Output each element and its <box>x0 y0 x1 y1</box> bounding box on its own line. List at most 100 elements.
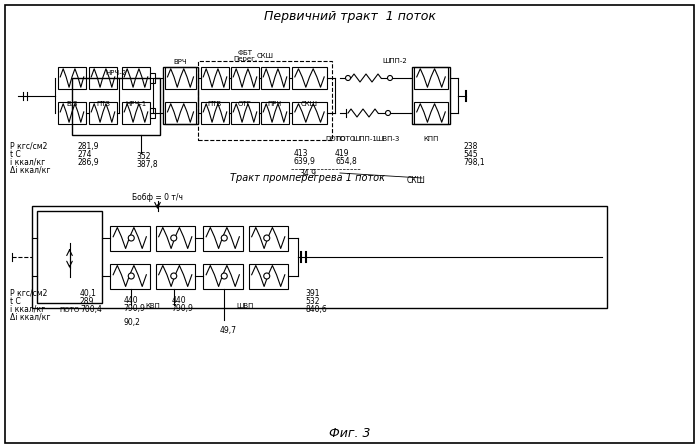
Bar <box>155 263 195 289</box>
Text: i ккал/кг: i ккал/кг <box>10 158 45 167</box>
Circle shape <box>386 111 391 116</box>
Text: 34,9: 34,9 <box>299 168 316 177</box>
Text: t C: t C <box>10 297 21 306</box>
Bar <box>201 102 229 124</box>
Text: ФБТ: ФБТ <box>238 50 252 56</box>
Text: 419: 419 <box>335 148 350 158</box>
Bar <box>165 67 196 89</box>
Text: 40,1: 40,1 <box>80 289 97 297</box>
Text: 413: 413 <box>294 148 308 158</box>
Bar <box>198 61 332 140</box>
Bar <box>261 102 289 124</box>
Bar <box>122 67 150 89</box>
Text: ШПП-1: ШПП-1 <box>352 136 377 142</box>
Text: ПОТО: ПОТО <box>335 136 355 142</box>
Text: В.З: В.З <box>66 101 78 107</box>
Text: ОТГ: ОТГ <box>238 101 252 107</box>
Bar <box>150 73 155 83</box>
Bar <box>201 67 229 89</box>
Circle shape <box>128 273 134 279</box>
Text: ШПП-2: ШПП-2 <box>382 58 408 64</box>
Bar <box>231 67 259 89</box>
Text: Перег.: Перег. <box>233 56 257 62</box>
Bar <box>249 263 288 289</box>
Text: 545: 545 <box>463 150 477 159</box>
Text: ВРЧ: ВРЧ <box>173 59 187 65</box>
Text: НРЧ-1: НРЧ-1 <box>125 101 147 107</box>
Bar <box>155 225 195 250</box>
Text: 387,8: 387,8 <box>136 159 158 168</box>
Text: Фиг. 3: Фиг. 3 <box>329 426 370 439</box>
Text: Р кгс/см2: Р кгс/см2 <box>10 289 48 297</box>
Text: Первичний тракт  1 поток: Первичний тракт 1 поток <box>264 9 436 22</box>
Bar <box>150 108 155 118</box>
Bar <box>231 102 259 124</box>
Bar <box>72 78 160 135</box>
Text: 352: 352 <box>136 151 150 160</box>
Text: 90,2: 90,2 <box>123 318 140 327</box>
Text: 639,9: 639,9 <box>294 156 316 165</box>
Text: Р кгс/см2: Р кгс/см2 <box>10 142 48 151</box>
Text: i ккал/кг: i ккал/кг <box>10 305 45 314</box>
Text: ШВП-3: ШВП-3 <box>376 136 401 142</box>
Circle shape <box>171 273 177 279</box>
Text: 281,9: 281,9 <box>78 142 99 151</box>
Text: Δi ккал/кг: Δi ккал/кг <box>10 165 50 175</box>
Bar <box>37 211 102 303</box>
Circle shape <box>128 235 134 241</box>
Bar <box>414 102 448 124</box>
Text: ПОТО: ПОТО <box>325 136 345 142</box>
Text: 238: 238 <box>463 142 477 151</box>
Text: СКШ: СКШ <box>407 176 426 185</box>
Text: 286,9: 286,9 <box>78 158 100 167</box>
Bar <box>89 67 117 89</box>
Text: ШВП: ШВП <box>237 303 254 309</box>
Text: 391: 391 <box>305 289 319 297</box>
Bar <box>163 67 198 124</box>
Text: ПРЧ: ПРЧ <box>268 101 282 107</box>
Text: 840,6: 840,6 <box>305 305 326 314</box>
Bar <box>58 67 86 89</box>
Bar <box>414 67 448 89</box>
Circle shape <box>387 76 393 81</box>
Circle shape <box>264 273 270 279</box>
Circle shape <box>222 273 227 279</box>
Bar <box>89 102 117 124</box>
Text: 289: 289 <box>80 297 94 306</box>
Bar <box>292 102 327 124</box>
Bar <box>203 225 243 250</box>
Text: Тракт промперегрева 1 поток: Тракт промперегрева 1 поток <box>230 173 385 183</box>
Circle shape <box>264 235 270 241</box>
Circle shape <box>171 235 177 241</box>
Bar <box>32 206 607 308</box>
Circle shape <box>345 76 350 81</box>
Bar <box>249 225 288 250</box>
Text: 532: 532 <box>305 297 319 306</box>
Text: 274: 274 <box>78 150 92 159</box>
Text: ПТВ: ПТВ <box>208 101 222 107</box>
Text: 440: 440 <box>123 296 138 305</box>
Text: КВП: КВП <box>145 303 160 309</box>
Text: 49,7: 49,7 <box>219 326 236 335</box>
Text: НРЧ-2: НРЧ-2 <box>106 70 127 76</box>
Text: ПТЗ: ПТЗ <box>96 101 110 107</box>
Text: Δi ккал/кг: Δi ккал/кг <box>10 313 50 322</box>
Bar <box>110 263 150 289</box>
Bar <box>110 225 150 250</box>
Text: СКШ: СКШ <box>301 101 318 107</box>
Bar <box>203 263 243 289</box>
Text: ПОТО: ПОТО <box>59 307 80 313</box>
Text: 790,9: 790,9 <box>123 303 145 313</box>
Bar <box>412 67 450 124</box>
Bar <box>122 102 150 124</box>
Text: 700,4: 700,4 <box>80 305 102 314</box>
Bar <box>261 67 289 89</box>
Text: КПП: КПП <box>424 136 439 142</box>
Text: 440: 440 <box>172 296 187 305</box>
Text: СКШ: СКШ <box>257 53 273 59</box>
Text: 790,9: 790,9 <box>172 303 194 313</box>
Text: 798,1: 798,1 <box>463 158 484 167</box>
Text: Бобф = 0 т/ч: Бобф = 0 т/ч <box>132 193 183 202</box>
Bar <box>58 102 86 124</box>
Text: t C: t C <box>10 150 21 159</box>
